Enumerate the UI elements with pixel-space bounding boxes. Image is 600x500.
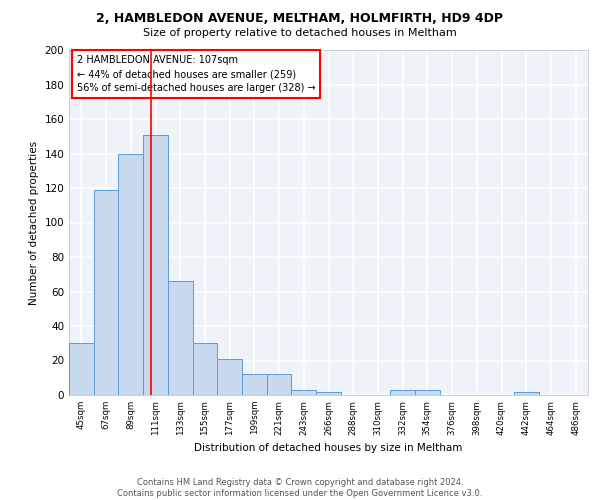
Text: Contains HM Land Registry data © Crown copyright and database right 2024.
Contai: Contains HM Land Registry data © Crown c… bbox=[118, 478, 482, 498]
Bar bbox=[390, 390, 415, 395]
X-axis label: Distribution of detached houses by size in Meltham: Distribution of detached houses by size … bbox=[194, 443, 463, 453]
Bar bbox=[168, 281, 193, 395]
Bar bbox=[193, 343, 217, 395]
Bar bbox=[415, 390, 440, 395]
Bar bbox=[242, 374, 267, 395]
Bar bbox=[69, 343, 94, 395]
Bar bbox=[316, 392, 341, 395]
Text: 2, HAMBLEDON AVENUE, MELTHAM, HOLMFIRTH, HD9 4DP: 2, HAMBLEDON AVENUE, MELTHAM, HOLMFIRTH,… bbox=[97, 12, 503, 26]
Bar bbox=[143, 134, 168, 395]
Bar bbox=[217, 359, 242, 395]
Text: 2 HAMBLEDON AVENUE: 107sqm
← 44% of detached houses are smaller (259)
56% of sem: 2 HAMBLEDON AVENUE: 107sqm ← 44% of deta… bbox=[77, 55, 316, 93]
Bar bbox=[267, 374, 292, 395]
Bar bbox=[118, 154, 143, 395]
Y-axis label: Number of detached properties: Number of detached properties bbox=[29, 140, 39, 304]
Bar bbox=[94, 190, 118, 395]
Bar bbox=[292, 390, 316, 395]
Text: Size of property relative to detached houses in Meltham: Size of property relative to detached ho… bbox=[143, 28, 457, 38]
Bar bbox=[514, 392, 539, 395]
